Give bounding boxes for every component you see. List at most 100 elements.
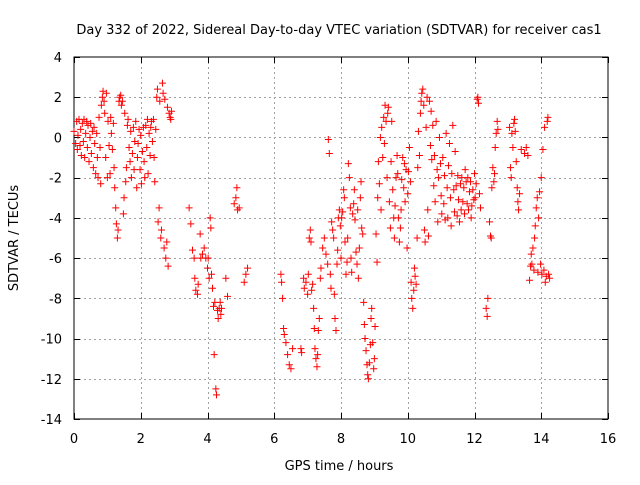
data-point [208,270,216,278]
data-point [287,365,295,373]
data-points [70,79,554,399]
data-point [103,174,111,182]
data-point [368,304,376,312]
data-point [418,89,426,97]
data-point [105,141,113,149]
data-point [539,146,547,154]
data-point [404,168,412,176]
data-point [117,91,125,99]
data-point [297,345,305,353]
data-point [491,170,499,178]
data-point [424,206,432,214]
data-point [409,304,417,312]
data-point [464,206,472,214]
data-point [333,260,341,268]
data-point [444,162,452,170]
data-point [421,238,429,246]
data-point [282,339,290,347]
data-point [512,158,520,166]
data-point [100,97,108,105]
data-point [411,272,419,280]
x-tick-label: 14 [533,432,550,447]
data-point [126,158,134,166]
data-point [154,218,162,226]
data-point [130,166,138,174]
data-point [531,222,539,230]
data-point [393,152,401,160]
data-point [527,250,535,258]
data-point [374,194,382,202]
data-point [93,129,101,137]
data-point [148,137,156,145]
data-point [354,274,362,282]
data-point [137,180,145,188]
data-point [117,101,125,109]
data-point [482,304,490,312]
data-point [507,164,515,172]
data-point [310,304,318,312]
data-point [310,325,318,332]
data-point [370,365,378,373]
data-point [515,206,523,214]
data-point [233,184,241,192]
data-point [448,170,456,178]
data-point [244,264,252,272]
data-point [354,206,362,214]
data-point [348,268,356,276]
x-axis-label: GPS time / hours [285,459,394,474]
data-point [107,113,115,121]
data-point [280,331,288,339]
data-point [309,280,317,288]
data-point [386,224,394,232]
data-point [284,351,292,359]
data-point [398,176,406,184]
data-point [437,192,445,200]
data-point [113,234,121,242]
data-point [461,166,469,174]
data-point [345,174,353,182]
data-point [209,284,217,292]
data-point [334,246,342,254]
data-point [378,123,386,131]
data-point [369,339,377,347]
data-point [86,133,94,141]
data-point [210,351,218,359]
data-point [191,274,199,282]
data-point [204,254,212,262]
data-point [390,234,398,242]
data-point [327,284,335,292]
data-point [491,144,499,151]
data-point [511,115,519,123]
data-point [412,280,420,288]
data-point [394,170,402,178]
data-point [474,93,482,101]
data-point [97,180,105,188]
data-point [124,115,132,123]
x-tick-label: 12 [466,432,483,447]
data-point [384,109,392,117]
data-point [546,274,554,282]
data-point [196,230,204,238]
data-point [517,146,525,154]
data-point [329,226,337,234]
data-point [185,204,193,212]
data-point [304,290,312,298]
data-point [394,214,402,222]
data-point [358,224,366,232]
data-point [446,194,454,202]
data-point [127,127,135,135]
data-point [206,214,214,222]
data-point [305,234,313,242]
data-point [108,146,116,154]
data-point [349,210,357,218]
data-point [396,224,404,232]
data-point [142,121,150,129]
data-point [94,174,102,182]
data-point [167,107,175,115]
data-point [122,164,130,172]
data-point [450,186,458,194]
data-point [488,184,496,192]
data-point [95,113,103,121]
data-point [111,184,119,192]
data-point [351,216,359,224]
